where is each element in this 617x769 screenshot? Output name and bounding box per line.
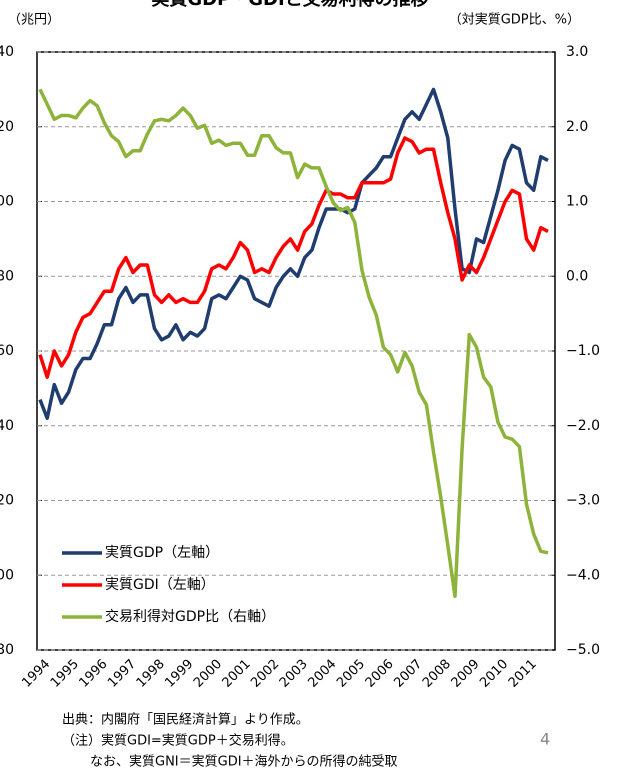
x-tick-label: 2001 (220, 657, 254, 691)
y-tick-label: 520 (0, 119, 14, 135)
y2-tick-label: −2.0 (566, 418, 600, 434)
x-tick-label: 2002 (248, 657, 282, 691)
x-tick-label: 2006 (363, 657, 397, 691)
x-tick-label: 2007 (391, 657, 425, 691)
legend-label: 交易利得対GDP比（右軸） (105, 608, 275, 625)
y-tick-label: 440 (0, 418, 14, 434)
y2-tick-label: −3.0 (566, 493, 600, 509)
x-tick-label: 1994 (19, 657, 53, 691)
legend-label: 実質GDP（左軸） (105, 545, 219, 561)
y-tick-label: 460 (0, 343, 14, 359)
y-tick-label: 480 (0, 268, 14, 284)
x-tick-label: 1997 (105, 657, 139, 691)
series-line (38, 87, 549, 421)
y-tick-label: 400 (0, 567, 14, 583)
x-tick-label: 1998 (134, 657, 168, 691)
y2-axis-label: （対実質GDP比、%） (449, 12, 580, 28)
y-tick-label: 420 (0, 493, 14, 509)
y2-tick-label: 3.0 (566, 44, 588, 60)
series-line (38, 136, 549, 379)
note: なお、実質GNI＝実質GDI＋海外からの所得の純受取 (90, 754, 398, 769)
note: （注）実質GDI=実質GDP＋交易利得。 (62, 733, 294, 749)
y2-tick-label: −5.0 (566, 642, 600, 658)
y-tick-label: 500 (0, 194, 14, 210)
y2-tick-label: 0.0 (566, 268, 588, 284)
x-tick-label: 2011 (506, 657, 540, 691)
chart-title: 実質GDP・GDIと交易利得の推移 (151, 0, 428, 10)
series-line (38, 88, 549, 598)
x-tick-label: 1996 (77, 657, 111, 691)
y2-tick-label: 1.0 (566, 194, 588, 210)
y-tick-label: 380 (0, 642, 14, 658)
x-tick-label: 1995 (48, 657, 82, 691)
x-tick-label: 2005 (334, 657, 368, 691)
y-axis-label: （兆円） (8, 13, 60, 28)
y-tick-label: 540 (0, 44, 14, 60)
x-tick-label: 1999 (162, 657, 196, 691)
x-tick-label: 2008 (420, 657, 454, 691)
page-number: 4 (540, 730, 550, 749)
y2-tick-label: 2.0 (566, 119, 588, 135)
y2-tick-label: −1.0 (566, 343, 600, 359)
x-tick-label: 2000 (191, 657, 225, 691)
x-tick-label: 2009 (449, 657, 483, 691)
x-tick-label: 2010 (477, 657, 511, 691)
x-tick-label: 2003 (277, 657, 311, 691)
note: 出典：内閣府「国民経済計算」より作成。 (62, 712, 309, 728)
y2-tick-label: −4.0 (566, 567, 600, 583)
x-tick-label: 2004 (305, 657, 339, 691)
legend-label: 実質GDI（左軸） (105, 577, 215, 593)
